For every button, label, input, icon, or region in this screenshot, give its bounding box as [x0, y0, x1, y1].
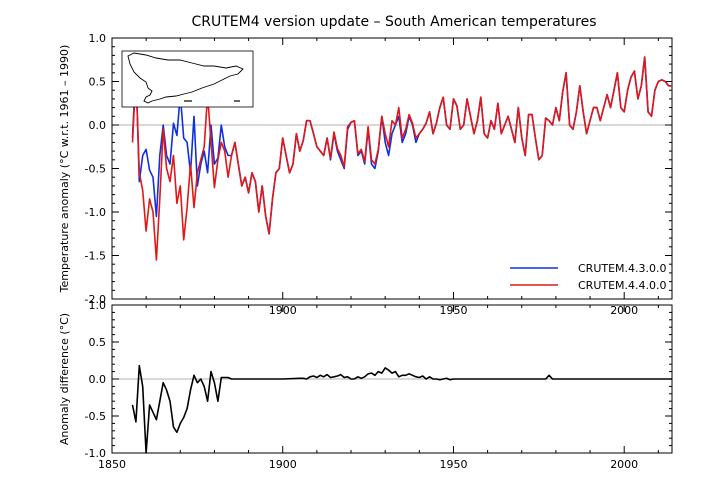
y-tick-label: -0.5: [85, 410, 106, 423]
series-line-difference: [131, 364, 672, 454]
x-tick-label: 2000: [610, 458, 638, 471]
series-line-crutem-4-4-0-0: [131, 56, 672, 261]
y-tick-label: -1.5: [85, 250, 106, 263]
y-tick-label: 1.0: [89, 299, 107, 312]
y-tick-label: 0.0: [89, 119, 107, 132]
y-tick-label: -1.0: [85, 206, 106, 219]
map-outline: [127, 52, 244, 104]
y-tick-label: 0.5: [89, 76, 107, 89]
x-tick-label: 1850: [98, 458, 126, 471]
y-axis-label: Temperature anomaly (°C w.r.t. 1961 – 19…: [58, 45, 71, 294]
y-tick-label: 0.0: [89, 373, 107, 386]
legend: CRUTEM.4.3.0.0 CRUTEM.4.4.0.0: [510, 262, 667, 292]
y-tick-label: -0.5: [85, 163, 106, 176]
legend-label: CRUTEM.4.4.0.0: [578, 279, 667, 292]
map-frame: [121, 50, 254, 108]
y-tick-label: 1.0: [89, 32, 107, 45]
x-tick-label: 1900: [269, 458, 297, 471]
legend-label: CRUTEM.4.3.0.0: [578, 262, 667, 275]
y-tick-label: -2.0: [85, 293, 106, 306]
x-tick-label: 1950: [439, 458, 467, 471]
y-axis-label: Anomaly difference (°C): [58, 313, 71, 445]
chart-title: CRUTEM4 version update – South American …: [191, 14, 596, 30]
y-tick-label: -1.0: [85, 447, 106, 460]
inset-map: [121, 50, 254, 108]
y-tick-label: 0.5: [89, 336, 107, 349]
